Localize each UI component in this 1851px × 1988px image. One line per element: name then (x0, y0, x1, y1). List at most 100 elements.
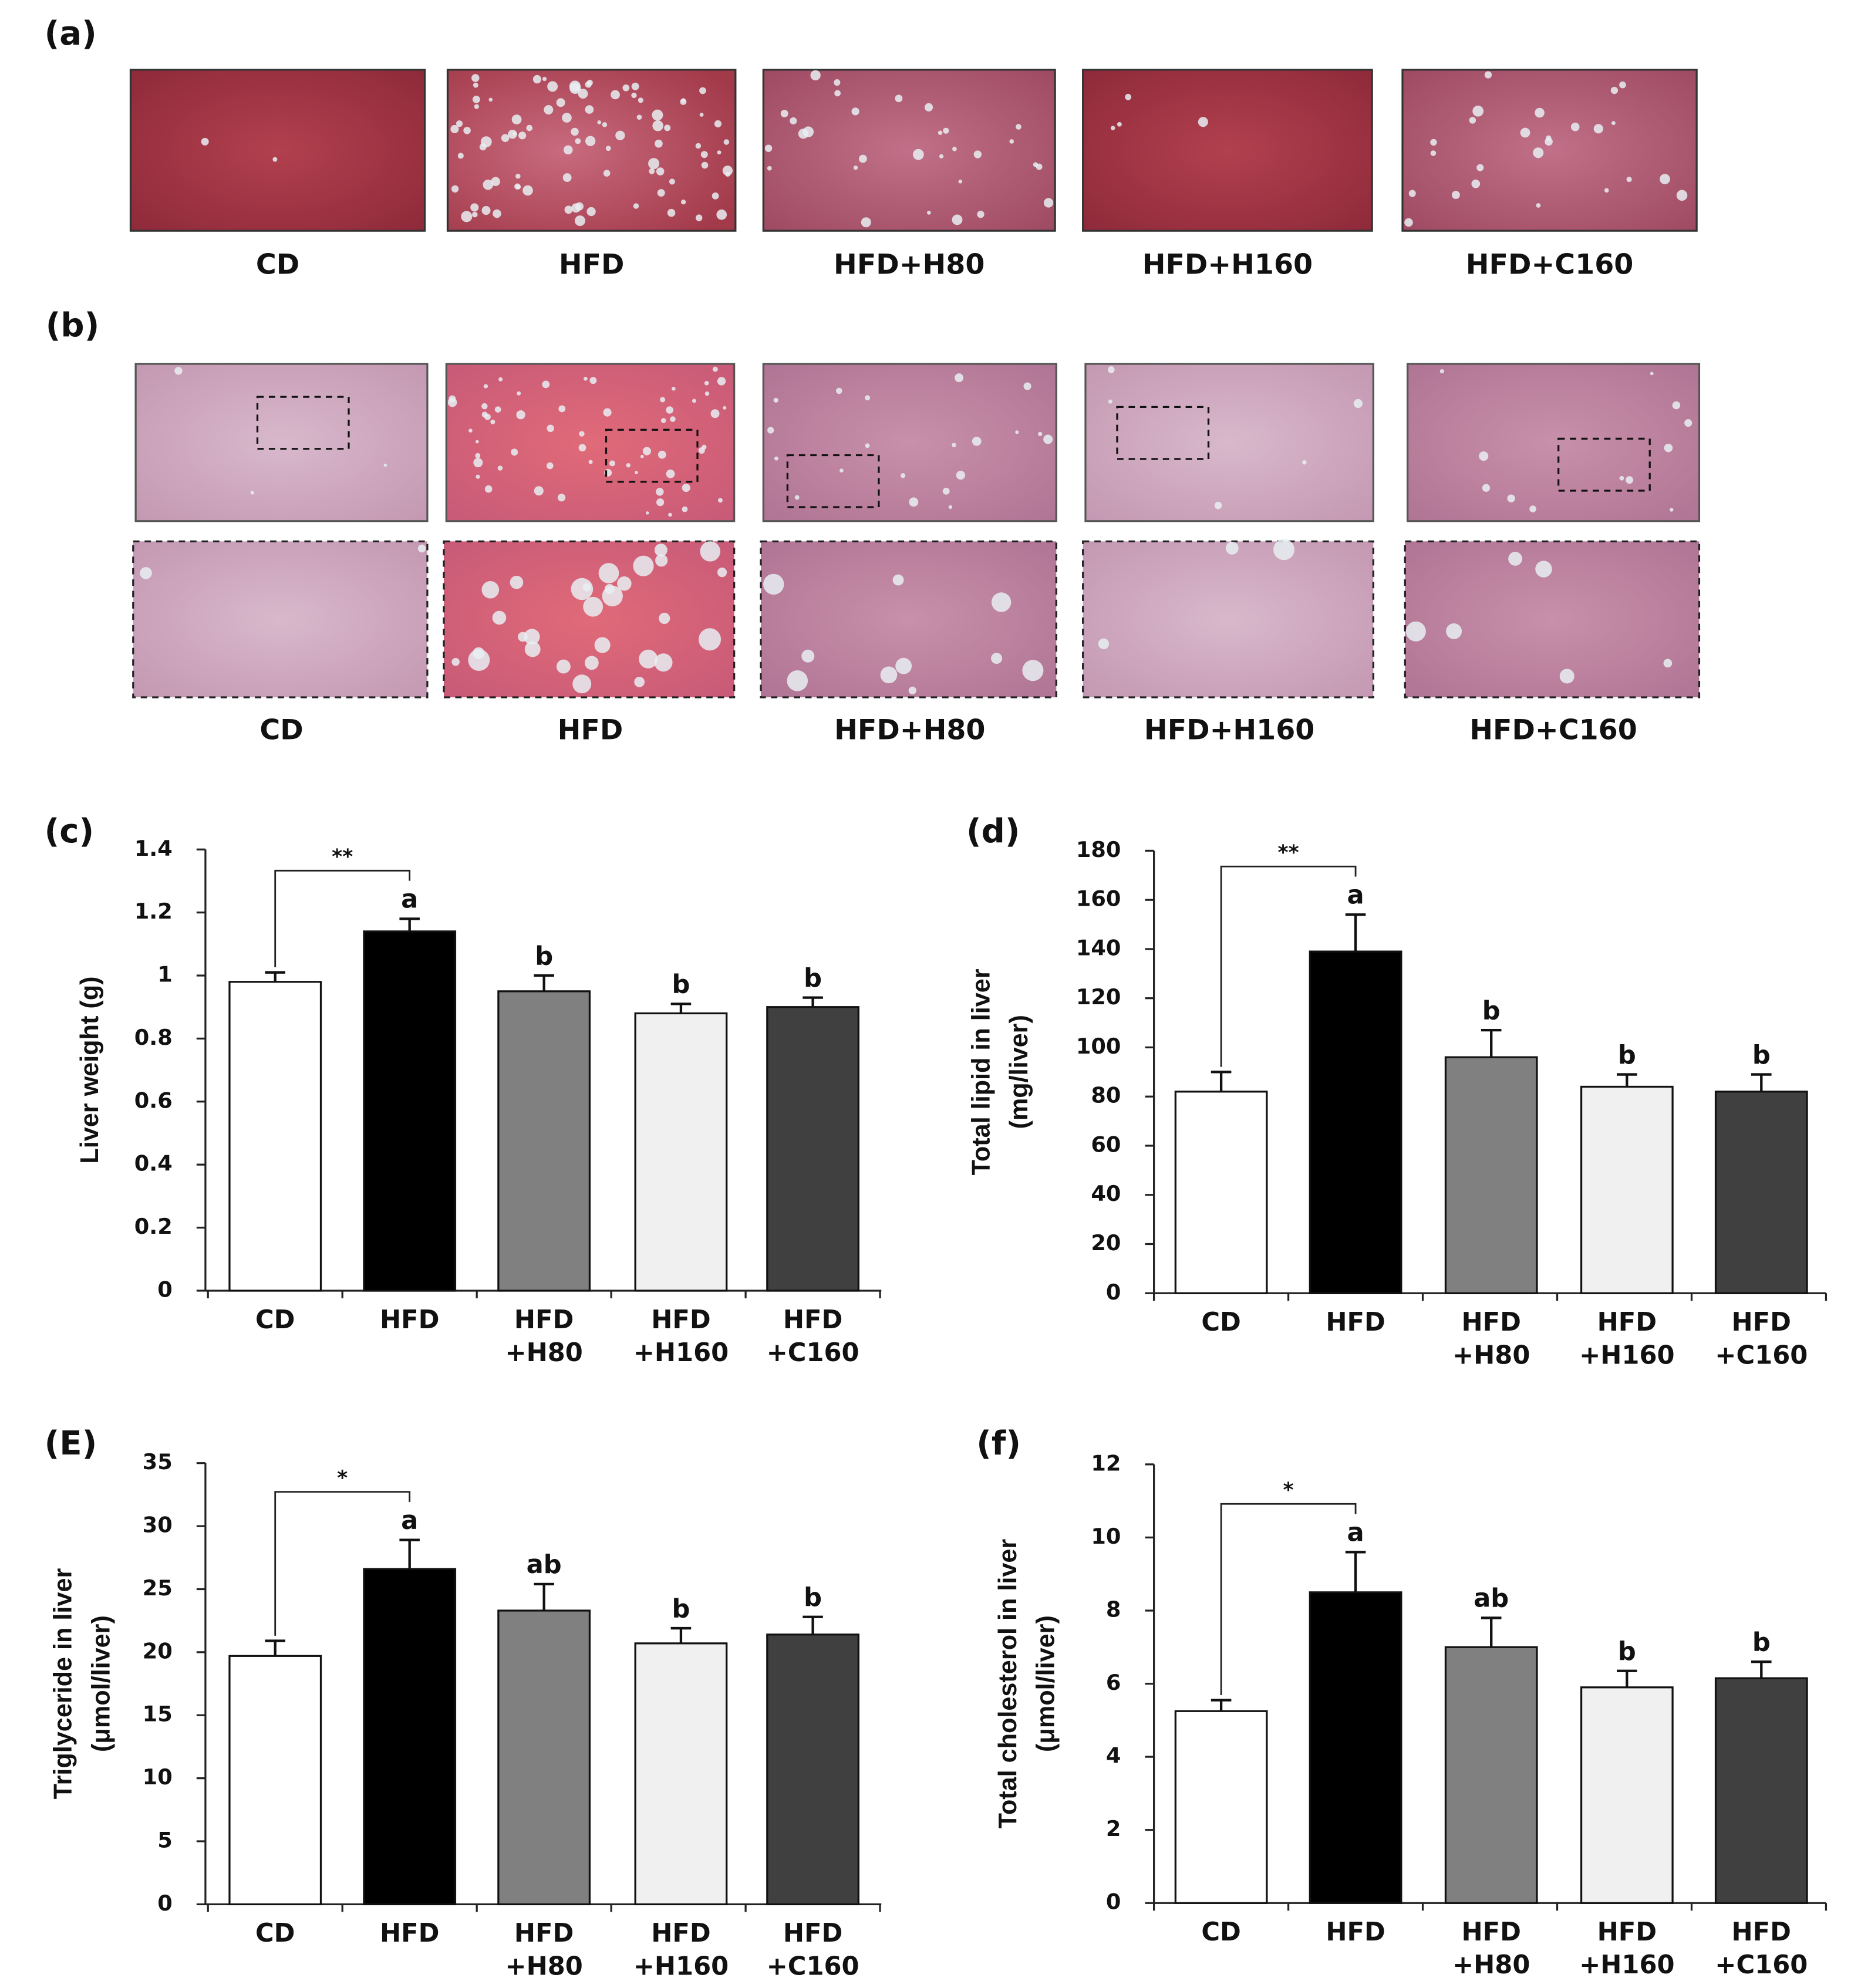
lipid-droplet (1108, 399, 1112, 404)
lipid-droplet (851, 107, 859, 116)
lipid-droplet (579, 431, 585, 437)
bar (766, 1006, 859, 1292)
lipid-droplet (571, 127, 579, 136)
lipid-droplet (556, 98, 565, 107)
lipid-droplet (1472, 105, 1484, 117)
lipid-droplet (723, 406, 727, 410)
lipid-droplet (456, 120, 463, 127)
lipid-droplet (1446, 623, 1462, 639)
lipid-droplet (1198, 117, 1208, 127)
y-tick-label: 35 (143, 1449, 173, 1474)
lipid-droplet (895, 94, 903, 103)
lipid-droplet (927, 210, 931, 215)
micrograph (1407, 363, 1701, 522)
x-tick-label: HFD +H80 (1452, 1308, 1530, 1370)
lipid-droplet (801, 649, 815, 663)
lipid-droplet (511, 114, 522, 124)
lipid-droplet (497, 465, 503, 471)
lipid-droplet (1650, 372, 1654, 376)
y-tick-label: 100 (1076, 1034, 1121, 1059)
micrograph (762, 363, 1057, 522)
lipid-droplet (1535, 107, 1545, 118)
x-tick-label: HFD +C160 (1715, 1308, 1808, 1370)
significance-bracket (1220, 1503, 1357, 1695)
lipid-droplet (501, 134, 510, 143)
y-axis-label: (μmol/liver) (87, 1615, 115, 1752)
y-tick-label: 140 (1076, 935, 1121, 960)
lipid-droplet (973, 150, 982, 158)
x-tick-label-line: +C160 (767, 1338, 859, 1367)
zoom-micrograph (1404, 540, 1701, 698)
lipid-droplet (483, 179, 494, 190)
lipid-droplet (563, 145, 573, 155)
lipid-droplet (547, 81, 558, 92)
lipid-droplet (991, 592, 1012, 612)
micrograph (129, 69, 426, 232)
x-tick-label: HFD +H160 (633, 1919, 729, 1981)
lipid-droplet (952, 214, 963, 225)
lipid-droplet (717, 150, 721, 155)
lipid-droplet (717, 568, 727, 578)
x-tick-label: HFD +H80 (505, 1919, 582, 1981)
lipid-droplet (1038, 431, 1043, 437)
y-tick-label: 10 (143, 1764, 173, 1790)
bar (766, 1633, 859, 1906)
x-tick-label: HFD +C160 (767, 1919, 859, 1981)
bar (363, 1568, 457, 1906)
lipid-droplet (763, 573, 784, 595)
panel-label: (d) (966, 812, 1020, 850)
lipid-droplet (1430, 139, 1437, 146)
lipid-droplet (1529, 505, 1536, 512)
lipid-droplet (655, 139, 663, 148)
zoom-box (605, 428, 699, 483)
significance-label: ** (1278, 841, 1299, 865)
lipid-droplet (1619, 81, 1626, 89)
lipid-droplet (865, 395, 871, 401)
x-tick-label-line: HFD (380, 1919, 440, 1948)
y-tick-label: 12 (1091, 1450, 1121, 1476)
lipid-droplet (594, 637, 611, 653)
lipid-droplet (1225, 542, 1239, 555)
lipid-droplet (481, 206, 491, 215)
micrograph (1084, 363, 1374, 522)
lipid-droplet (700, 541, 720, 562)
lipid-droplet (564, 205, 573, 214)
lipid-droplet (1535, 561, 1552, 578)
y-tick-label: 1.2 (134, 899, 173, 924)
x-tick-label-line: +H80 (1452, 1341, 1530, 1370)
lipid-droplet (638, 97, 643, 103)
lipid-droplet (658, 450, 666, 459)
bar (1174, 1710, 1268, 1904)
bar (1444, 1056, 1538, 1294)
significance-label: * (337, 1467, 348, 1490)
lipid-droplet (609, 460, 615, 467)
x-tick-label-line: CD (255, 1919, 295, 1948)
lipid-droplet (1482, 484, 1491, 492)
zoom-box (256, 396, 350, 450)
lipid-droplet (493, 209, 501, 218)
x-tick-label: HFD +H160 (633, 1305, 729, 1367)
lipid-droplet (764, 144, 773, 152)
x-tick-label-line: HFD (1326, 1918, 1385, 1947)
caption: HFD+H160 (1142, 249, 1313, 281)
lipid-droplet (1016, 124, 1021, 130)
lipid-droplet (943, 127, 949, 134)
lipid-droplet (656, 167, 665, 175)
lipid-droplet (699, 113, 704, 117)
lipid-droplet (656, 498, 665, 507)
lipid-droplet (1670, 508, 1674, 512)
caption: HFD+H80 (834, 249, 984, 281)
lipid-droplet (1009, 139, 1014, 144)
y-tick-label: 0 (1106, 1889, 1121, 1915)
panel-label: (f) (976, 1425, 1021, 1463)
y-tick-label: 60 (1091, 1132, 1121, 1157)
lipid-droplet (463, 127, 471, 134)
lipid-droplet (861, 217, 871, 228)
bar (1309, 1591, 1402, 1904)
lipid-droplet (510, 575, 524, 589)
lipid-droplet (472, 211, 478, 218)
lipid-droplet (938, 130, 943, 136)
lipid-droplet (532, 75, 542, 84)
panel-label: (c) (45, 812, 95, 850)
